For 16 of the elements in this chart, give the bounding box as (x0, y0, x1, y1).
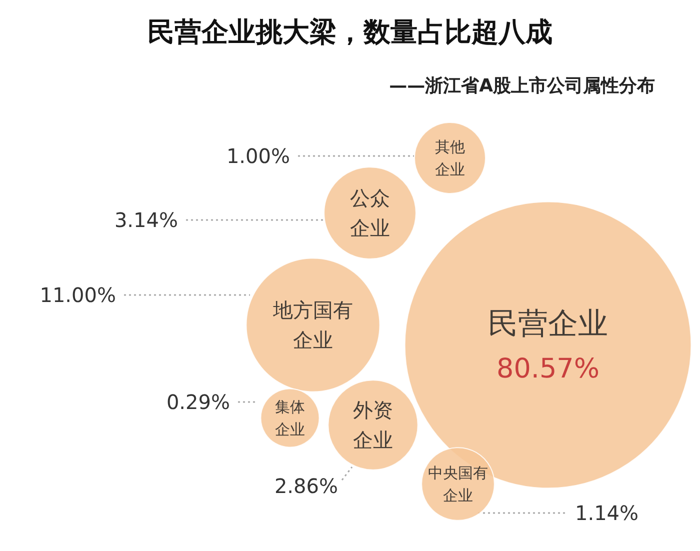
category-label: 公众企业 (350, 186, 390, 240)
category-label: 集体企业 (275, 398, 305, 438)
data-label: 3.14% (114, 208, 178, 232)
category-label: 地方国有企业 (272, 298, 353, 352)
data-label: 1.00% (226, 144, 290, 168)
data-label: 0.29% (166, 390, 230, 414)
category-label: 民营企业 (488, 306, 608, 342)
category-label: 外资企业 (353, 398, 393, 452)
category-label: 其他企业 (435, 138, 465, 178)
data-label: 11.00% (40, 283, 116, 307)
text: ——浙江省A股上市公司属性分布 (389, 76, 656, 96)
data-label: 2.86% (274, 474, 338, 498)
data-label: 80.57% (496, 354, 600, 384)
data-label: 1.14% (575, 501, 639, 525)
category-label: 中央国有企业 (428, 464, 488, 504)
text: 民营企业挑大梁，数量占比超八成 (148, 17, 552, 48)
